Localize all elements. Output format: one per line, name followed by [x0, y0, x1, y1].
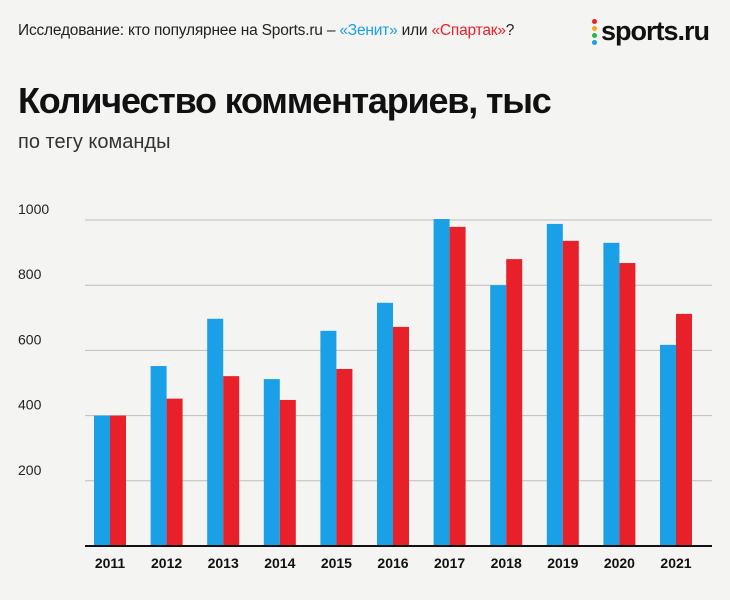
bar [449, 226, 466, 546]
x-tick-label: 2020 [604, 555, 635, 571]
x-tick-label: 2018 [491, 555, 522, 571]
x-tick-label: 2015 [321, 555, 352, 571]
sports-ru-logo: sports.ru [592, 16, 710, 47]
bar [336, 368, 353, 546]
logo-dot [592, 25, 597, 31]
header-zenit: «Зенит» [339, 22, 398, 39]
x-tick-label: 2012 [151, 555, 182, 571]
header-spartak: «Спартак» [431, 22, 506, 39]
logo-dot [592, 39, 597, 45]
bar [490, 285, 507, 546]
y-tick-label: 600 [18, 331, 42, 347]
x-tick-label: 2011 [95, 555, 126, 571]
bar [546, 223, 563, 547]
logo-dot [592, 18, 597, 24]
bar [660, 344, 676, 546]
x-tick-label: 2021 [660, 555, 691, 571]
y-tick-label: 200 [18, 462, 42, 478]
y-tick-label: 1000 [18, 201, 49, 217]
logo-dots-icon [592, 18, 597, 46]
bar [150, 366, 167, 546]
header-caption: Исследование: кто популярнее на Sports.r… [18, 22, 514, 40]
chart-title: Количество комментариев, тыс [18, 80, 552, 121]
bar [377, 302, 393, 546]
bar [223, 376, 240, 546]
bar [166, 398, 183, 546]
header-middle: или [397, 22, 432, 39]
x-tick-label: 2014 [264, 555, 295, 571]
bar [433, 219, 450, 546]
logo-text: sports.ru [601, 16, 710, 46]
bar [393, 326, 409, 546]
y-tick-label: 800 [18, 266, 42, 282]
bars [94, 219, 692, 547]
bar [94, 415, 110, 546]
x-tick-label: 2016 [377, 555, 408, 571]
x-tick-label: 2019 [547, 555, 578, 571]
y-axis-labels: 200 400 600 800 1000 [18, 201, 49, 478]
bar [110, 415, 126, 546]
bar [506, 259, 523, 546]
bar [603, 242, 620, 546]
y-tick-label: 400 [18, 397, 42, 413]
bar [562, 240, 579, 546]
bar [676, 313, 692, 546]
x-tick-label: 2013 [208, 555, 239, 571]
bar [619, 263, 636, 546]
chart-subtitle: по тегу команды [18, 131, 171, 153]
header-prefix: Исследование: кто популярнее на Sports.r… [18, 22, 340, 39]
logo-dot [592, 32, 597, 38]
bar [279, 399, 296, 546]
bar [263, 379, 280, 546]
header-suffix: ? [505, 22, 515, 39]
bar [320, 330, 337, 546]
bar [207, 318, 224, 546]
x-axis-labels: 2011 2012 2013 2014 2015 2016 2017 2018 2019 2020… [95, 555, 692, 571]
x-tick-label: 2017 [434, 555, 465, 571]
